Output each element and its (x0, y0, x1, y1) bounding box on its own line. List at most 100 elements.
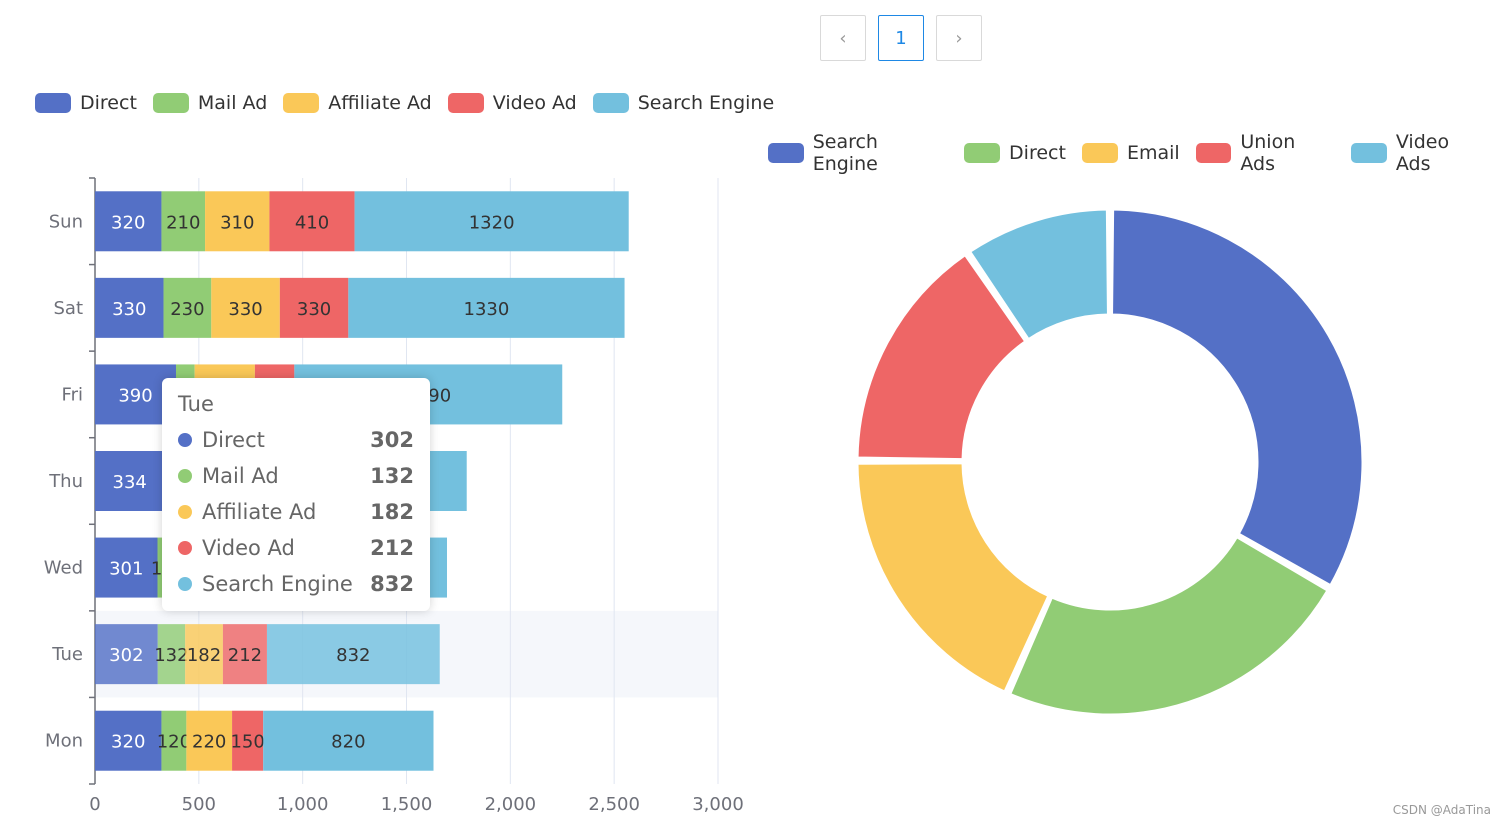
y-tick-label: Sat (53, 298, 83, 319)
tooltip-row: Video Ad 212 (178, 530, 414, 566)
y-tick-label: Mon (45, 731, 83, 752)
bar-data-label: 150 (230, 732, 264, 753)
legend-swatch (1351, 143, 1387, 163)
bar-data-label: 320 (111, 732, 145, 753)
bar-segment (269, 191, 355, 252)
legend-label: Video Ad (492, 92, 577, 114)
legend-label: Search Engine (637, 92, 775, 114)
bar-data-label: 1330 (464, 299, 510, 320)
x-tick-label: 0 (89, 794, 100, 815)
prev-page-button[interactable]: ‹ (820, 15, 866, 61)
bar-data-label: 320 (111, 212, 145, 233)
bar-segment (95, 191, 162, 252)
bar-segment (348, 277, 625, 338)
x-tick-label: 1,500 (381, 794, 433, 815)
tooltip-value: 132 (370, 464, 414, 488)
bar-data-label: 120 (157, 732, 191, 753)
pie-legend-item[interactable]: Video Ads (1351, 131, 1489, 175)
bar-data-label: 1320 (469, 212, 515, 233)
bar-data-label: 302 (109, 645, 143, 666)
pie-legend-item[interactable]: Email (1081, 142, 1180, 164)
bar-data-label: 182 (187, 645, 221, 666)
bar-data-label: 330 (297, 299, 331, 320)
chevron-left-icon: ‹ (839, 27, 847, 49)
bar-segment (211, 277, 280, 338)
y-tick-label: Sun (49, 211, 83, 232)
bar-data-label: 330 (112, 299, 146, 320)
bar-segment (95, 537, 158, 598)
tooltip-marker (178, 577, 192, 591)
bar-data-label: 820 (331, 732, 365, 753)
tooltip-marker (178, 541, 192, 555)
pagination: ‹ 1 › (820, 15, 982, 61)
tooltip-series-name: Affiliate Ad (202, 500, 317, 524)
x-tick-label: 1,000 (277, 794, 329, 815)
bar-legend-item[interactable]: Mail Ad (152, 92, 268, 114)
chevron-right-icon: › (955, 27, 963, 49)
tooltip-series-name: Direct (202, 428, 265, 452)
legend-swatch (1195, 143, 1232, 163)
page-1-button[interactable]: 1 (878, 15, 924, 61)
bar-segment (95, 624, 158, 685)
y-tick-label: Thu (48, 471, 83, 492)
legend-label: Email (1126, 142, 1180, 164)
bar-chart-legend: Direct Mail Ad Affiliate Ad Video Ad Search … (35, 92, 790, 114)
bar-segment (95, 710, 162, 771)
tooltip-series-name: Mail Ad (202, 464, 279, 488)
bar-data-label: 301 (109, 559, 143, 580)
bar-legend-item[interactable]: Direct (35, 92, 137, 114)
bar-segment (163, 277, 212, 338)
bar-segment (263, 710, 434, 771)
bar-data-label: 410 (295, 212, 329, 233)
donut-slice (855, 461, 1051, 694)
tooltip-row: Direct 302 (178, 422, 414, 458)
bar-data-label: 334 (113, 472, 147, 493)
bar-data-label: 390 (118, 385, 152, 406)
bar-segment (279, 277, 349, 338)
bar-data-label: 310 (220, 212, 254, 233)
legend-swatch (592, 93, 629, 113)
legend-label: Video Ads (1395, 131, 1450, 175)
bar-data-label: 330 (228, 299, 262, 320)
bar-segment (157, 624, 186, 685)
bar-data-label: 132 (154, 645, 188, 666)
bar-segment (95, 277, 164, 338)
pie-legend-item[interactable]: Direct (964, 142, 1066, 164)
bar-tooltip: Tue Direct 302 Mail Ad 132 Affiliate Ad 182 Vi… (162, 378, 430, 611)
legend-label: Mail Ad (197, 92, 268, 114)
bar-data-label: 230 (170, 299, 204, 320)
tooltip-row: Search Engine 832 (178, 566, 414, 602)
y-tick-label: Tue (51, 644, 83, 665)
y-tick-label: Fri (62, 384, 83, 405)
bar-data-label: 210 (166, 212, 200, 233)
legend-swatch (152, 93, 189, 113)
bar-legend-item[interactable]: Affiliate Ad (283, 92, 432, 114)
bar-segment (185, 624, 223, 685)
legend-swatch (964, 143, 1001, 163)
tooltip-value: 212 (370, 536, 414, 560)
donut-slice (1110, 207, 1365, 588)
bar-segment (161, 710, 187, 771)
legend-label: Affiliate Ad (328, 92, 432, 114)
tooltip-value: 182 (370, 500, 414, 524)
donut-chart (855, 207, 1365, 717)
tooltip-row: Affiliate Ad 182 (178, 494, 414, 530)
tooltip-value: 302 (370, 428, 414, 452)
bar-segment (95, 451, 165, 511)
bar-segment (222, 624, 267, 685)
x-tick-label: 2,000 (485, 794, 537, 815)
bar-data-label: 212 (228, 645, 262, 666)
y-tick-label: Wed (44, 558, 83, 579)
bar-segment (205, 191, 270, 252)
next-page-button[interactable]: › (936, 15, 982, 61)
bar-segment (354, 191, 629, 252)
legend-swatch (447, 93, 484, 113)
tooltip-marker (178, 469, 192, 483)
tooltip-row: Mail Ad 132 (178, 458, 414, 494)
pie-legend-item[interactable]: Search Engine (768, 131, 948, 175)
pie-legend-item[interactable]: Union Ads (1195, 131, 1335, 175)
bar-legend-item[interactable]: Video Ad (447, 92, 577, 114)
bar-legend-item[interactable]: Search Engine (592, 92, 775, 114)
pie-chart-legend: Search Engine Direct Email Union Ads Video A… (768, 131, 1505, 175)
legend-swatch (35, 93, 71, 113)
